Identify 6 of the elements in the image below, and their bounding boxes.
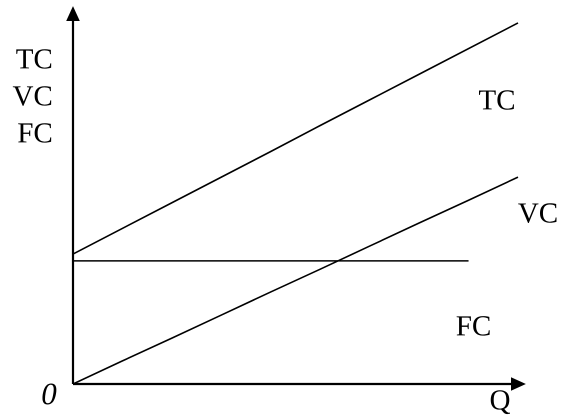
text: 0	[42, 384, 56, 404]
series-label: TC	[479, 90, 514, 110]
series-label: VC	[518, 203, 557, 223]
series-label: FC	[456, 316, 490, 336]
x-axis-title: Q	[490, 390, 510, 414]
y-axis-title: TC VC FC	[12, 49, 52, 143]
